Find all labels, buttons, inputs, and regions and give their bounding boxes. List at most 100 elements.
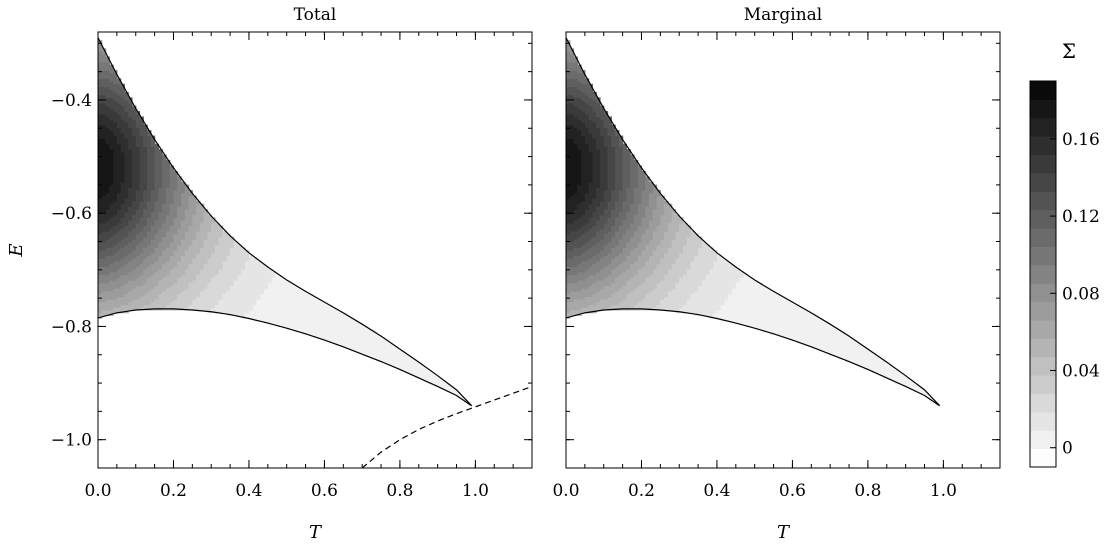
contour-cell (588, 181, 594, 186)
contour-cell (607, 271, 612, 276)
contour-cell (101, 241, 107, 246)
contour-cell (603, 154, 609, 158)
contour-cell (633, 217, 639, 221)
contour-cell (645, 269, 650, 273)
contour-cell (630, 230, 635, 235)
contour-cell (109, 200, 114, 205)
contour-cell (139, 187, 144, 191)
contour-cell (596, 244, 601, 248)
contour-cell (188, 279, 193, 284)
contour-cell (603, 258, 609, 262)
contour-cell (588, 111, 594, 115)
contour-cell (105, 162, 110, 167)
contour-cell (158, 282, 163, 287)
contour-cell (649, 285, 654, 289)
contour-cell (566, 86, 571, 90)
contour-cell (411, 369, 416, 374)
contour-cell (286, 326, 292, 330)
contour-cell (116, 121, 122, 126)
contour-cell (584, 78, 590, 82)
contour-cell (381, 359, 386, 363)
contour-cell (147, 247, 152, 251)
contour-cell (607, 288, 612, 292)
contour-cell (113, 91, 118, 96)
contour-cell (248, 274, 254, 278)
contour-cell (230, 252, 235, 257)
contour-cell (607, 168, 612, 172)
contour-cell (105, 220, 110, 224)
contour-cell (199, 263, 205, 267)
contour-cell (98, 277, 103, 281)
contour-cell (626, 282, 631, 287)
contour-cell (143, 192, 148, 197)
contour-cell (354, 320, 359, 325)
contour-cell (603, 247, 609, 251)
contour-cell (618, 209, 624, 213)
contour-cell (569, 116, 575, 120)
contour-cell (596, 247, 601, 251)
contour-cell (603, 190, 609, 194)
contour-cell (652, 225, 658, 229)
contour-cell (664, 263, 669, 267)
contour-cell (652, 247, 658, 251)
contour-cell (603, 211, 609, 216)
contour-cell (611, 214, 616, 218)
contour-cell (618, 151, 624, 156)
contour-cell (581, 244, 586, 248)
contour-cell (147, 296, 152, 300)
contour-cell (165, 195, 171, 199)
contour-cell (313, 296, 318, 300)
contour-cell (203, 236, 209, 240)
contour-cell (671, 274, 677, 278)
contour-cell (630, 225, 635, 229)
contour-cell (131, 209, 137, 213)
contour-cell (286, 299, 292, 303)
contour-cell (626, 279, 631, 284)
contour-cell (158, 157, 163, 161)
contour-cell (279, 282, 284, 287)
contour-cell (109, 260, 114, 265)
contour-cell (596, 209, 601, 213)
contour-cell (649, 296, 654, 300)
contour-cell (637, 239, 643, 243)
contour-cell (324, 334, 329, 338)
contour-cell (566, 258, 571, 262)
contour-cell (109, 184, 114, 188)
contour-cell (588, 285, 594, 289)
contour-cell (131, 187, 137, 191)
contour-cell (147, 263, 152, 267)
contour-cell (199, 247, 205, 251)
contour-cell (607, 244, 612, 248)
contour-cell (660, 198, 665, 202)
contour-cell (573, 64, 578, 69)
contour-cell (218, 252, 224, 257)
contour-cell (158, 304, 163, 308)
contour-cell (131, 247, 137, 251)
contour-cell (611, 211, 616, 216)
contour-cell (682, 279, 688, 284)
contour-cell (569, 263, 575, 267)
contour-cell (135, 244, 141, 248)
contour-cell (169, 258, 175, 262)
contour-cell (98, 127, 103, 131)
contour-cell (214, 277, 220, 281)
contour-cell (211, 271, 216, 276)
contour-cell (150, 301, 156, 306)
contour-cell (192, 241, 197, 246)
contour-cell (599, 168, 605, 172)
contour-cell (109, 86, 114, 90)
contour-cell (222, 252, 227, 257)
contour-cell (143, 151, 148, 156)
contour-cell (596, 288, 601, 292)
contour-cell (113, 203, 118, 207)
contour-cell (135, 260, 141, 265)
contour-cell (316, 323, 322, 327)
contour-cell (671, 285, 677, 289)
contour-cell (641, 203, 646, 207)
contour-cell (105, 239, 110, 243)
contour-cell (603, 181, 609, 186)
contour-cell (139, 143, 144, 148)
contour-cell (101, 173, 107, 178)
contour-cell (139, 124, 144, 128)
contour-cell (324, 337, 329, 341)
